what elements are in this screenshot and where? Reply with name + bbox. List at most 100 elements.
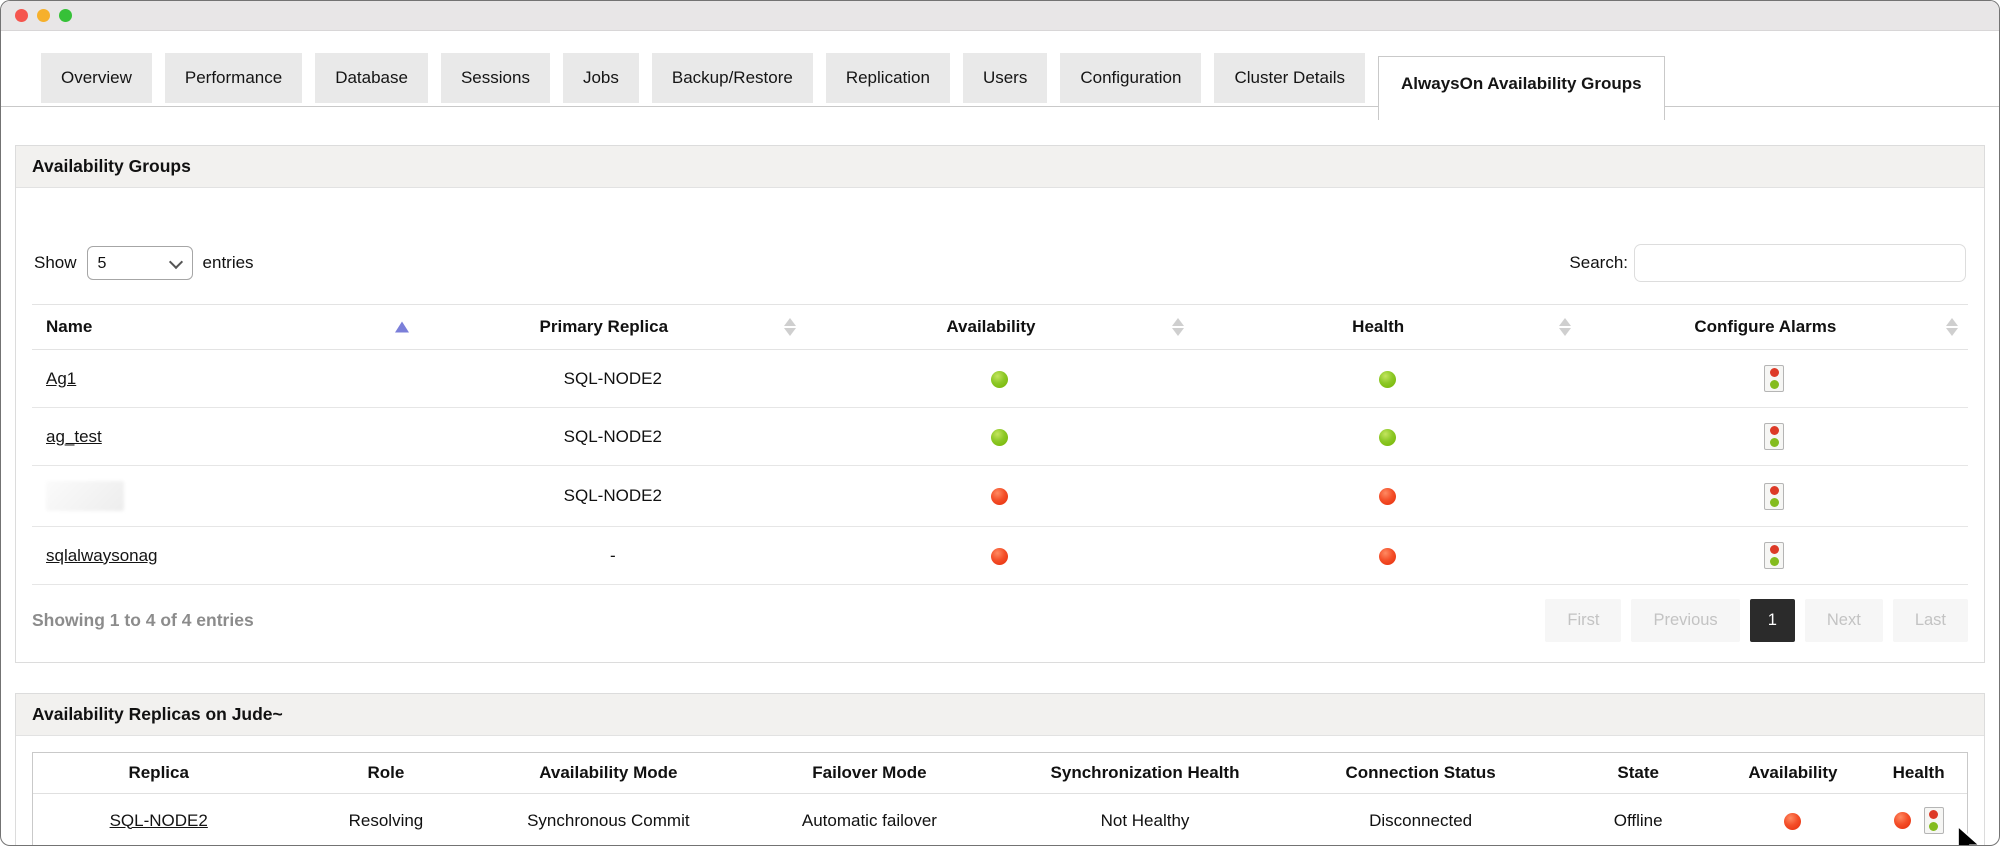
availability-replicas-table: Replica Role Availability Mode Failover Mod… bbox=[33, 753, 1967, 846]
sort-up-arrow bbox=[1171, 318, 1184, 326]
pagination-1-button[interactable]: 1 bbox=[1749, 599, 1795, 642]
page-size-select-wrap: 5 bbox=[86, 246, 193, 280]
sort-up-arrow bbox=[784, 318, 797, 326]
column-header-health: Health bbox=[1870, 753, 1967, 794]
traffic-red-dot bbox=[1769, 485, 1779, 495]
status-down-icon bbox=[1378, 547, 1396, 565]
search-control: Search: bbox=[1569, 244, 1966, 282]
cell-synchronization-health: Not Healthy bbox=[1100, 810, 1190, 830]
tab-cluster-details[interactable]: Cluster Details bbox=[1214, 53, 1366, 103]
availability-group-link[interactable]: Ag1 bbox=[46, 368, 77, 388]
table-row: ag_test SQL-NODE2 bbox=[32, 407, 1968, 466]
cell-health bbox=[1870, 794, 1967, 846]
configure-alarms-icon[interactable] bbox=[1764, 482, 1785, 510]
cell-health bbox=[1193, 526, 1581, 585]
cell-availability bbox=[806, 407, 1194, 466]
status-down-icon bbox=[1784, 812, 1802, 830]
tab-database[interactable]: Database bbox=[315, 53, 428, 103]
tab-replication[interactable]: Replication bbox=[825, 53, 950, 103]
availability-replicas-panel: Availability Replicas on Jude~ Replica Ro… bbox=[15, 693, 1985, 846]
search-label: Search: bbox=[1569, 253, 1628, 272]
traffic-red-dot bbox=[1769, 368, 1779, 377]
cell-availability bbox=[806, 465, 1194, 527]
show-entries-control: Show 5 entries bbox=[34, 246, 254, 280]
sort-down-arrow bbox=[1558, 328, 1571, 336]
sort-both-icon bbox=[1171, 318, 1184, 336]
status-up-icon bbox=[991, 370, 1009, 388]
configure-alarms-icon[interactable] bbox=[1764, 542, 1785, 569]
column-header-connection-status: Connection Status bbox=[1280, 753, 1561, 794]
availability-group-link[interactable]: sqlalwaysonag bbox=[46, 545, 158, 565]
column-header-primary-replica[interactable]: Primary Replica bbox=[419, 304, 807, 350]
pagination-first-button[interactable]: First bbox=[1545, 599, 1622, 642]
cell-configure-alarms bbox=[1580, 407, 1968, 466]
search-input[interactable] bbox=[1634, 244, 1966, 282]
cell-primary-replica: - bbox=[419, 526, 807, 585]
cell-name: sqlalwaysonag bbox=[32, 526, 420, 585]
column-header-availability[interactable]: Availability bbox=[806, 304, 1194, 350]
sort-up-arrow bbox=[1558, 318, 1571, 326]
table-row: SQL-NODE2 Resolving Synchronous Commit Auto… bbox=[33, 794, 1967, 846]
cell-configure-alarms bbox=[1580, 465, 1968, 527]
column-header-availability: Availability bbox=[1715, 753, 1871, 794]
column-header-synchronization-health: Synchronization Health bbox=[1009, 753, 1281, 794]
configure-alarms-icon[interactable] bbox=[1764, 423, 1785, 450]
cell-role: Resolving bbox=[348, 810, 424, 830]
column-header-state: State bbox=[1560, 753, 1716, 794]
column-label: Name bbox=[46, 317, 93, 336]
column-header-failover-mode: Failover Mode bbox=[729, 753, 1010, 794]
column-label: Health bbox=[1352, 317, 1405, 336]
status-down-icon bbox=[1893, 812, 1911, 829]
cell-name: ag_test bbox=[32, 407, 420, 466]
status-down-icon bbox=[991, 547, 1009, 565]
sort-down-arrow bbox=[1171, 328, 1184, 336]
configure-alarms-icon[interactable] bbox=[1923, 807, 1944, 834]
tab-sessions[interactable]: Sessions bbox=[440, 53, 550, 103]
sort-up-arrow bbox=[395, 321, 410, 333]
status-up-icon bbox=[1378, 428, 1396, 446]
table-controls: Show 5 entries Search: bbox=[32, 188, 1968, 304]
traffic-green-dot bbox=[1769, 380, 1779, 389]
traffic-red-dot bbox=[1929, 810, 1939, 819]
sort-down-arrow bbox=[1946, 328, 1958, 336]
tab-configuration[interactable]: Configuration bbox=[1060, 53, 1202, 103]
tab-alwayson-availability-groups[interactable]: AlwaysOn Availability Groups bbox=[1378, 56, 1665, 120]
availability-group-link[interactable]: ag_test bbox=[46, 426, 102, 446]
column-label: Primary Replica bbox=[539, 317, 669, 336]
cell-name bbox=[32, 465, 420, 527]
traffic-red-dot bbox=[1769, 426, 1779, 435]
replica-link[interactable]: SQL-NODE2 bbox=[109, 810, 208, 830]
tab-overview[interactable]: Overview bbox=[41, 53, 152, 103]
tab-performance[interactable]: Performance bbox=[164, 53, 303, 103]
minimize-window-button[interactable] bbox=[37, 9, 50, 22]
close-window-button[interactable] bbox=[15, 9, 28, 22]
availability-groups-table-body: Ag1 SQL-NODE2 ag_test SQL-NODE2 SQL-NODE2 sql… bbox=[32, 349, 1968, 585]
configure-alarms-icon[interactable] bbox=[1764, 365, 1785, 392]
pagination-previous-button[interactable]: Previous bbox=[1631, 599, 1740, 642]
column-header-name[interactable]: Name bbox=[32, 304, 420, 350]
traffic-red-dot bbox=[1769, 545, 1779, 554]
page-size-select[interactable]: 5 bbox=[86, 246, 193, 280]
zoom-window-button[interactable] bbox=[59, 9, 72, 22]
tab-jobs[interactable]: Jobs bbox=[562, 53, 639, 103]
table-row: Ag1 SQL-NODE2 bbox=[32, 349, 1968, 408]
column-header-configure-alarms[interactable]: Configure Alarms bbox=[1580, 304, 1968, 350]
mouse-cursor bbox=[1957, 825, 1981, 845]
pagination-next-button[interactable]: Next bbox=[1804, 599, 1883, 642]
window-titlebar bbox=[1, 1, 1999, 31]
status-down-icon bbox=[1378, 488, 1396, 506]
cell-availability-mode: Synchronous Commit bbox=[527, 810, 690, 830]
cell-primary-replica: SQL-NODE2 bbox=[419, 465, 807, 527]
show-label: Show bbox=[34, 253, 77, 272]
column-label: Configure Alarms bbox=[1694, 317, 1837, 336]
column-header-health[interactable]: Health bbox=[1193, 304, 1581, 350]
tab-users[interactable]: Users bbox=[962, 53, 1048, 103]
pagination-last-button[interactable]: Last bbox=[1892, 599, 1968, 642]
availability-groups-panel: Availability Groups Show 5 entries Searc… bbox=[15, 145, 1985, 663]
availability-replicas-table-head: Replica Role Availability Mode Failover Mod… bbox=[33, 753, 1967, 794]
tab-backup-restore[interactable]: Backup/Restore bbox=[651, 53, 813, 103]
cell-health bbox=[1193, 465, 1581, 527]
traffic-green-dot bbox=[1769, 497, 1779, 507]
sort-both-icon bbox=[1558, 318, 1571, 336]
availability-replicas-panel-title: Availability Replicas on Jude~ bbox=[16, 694, 1984, 736]
